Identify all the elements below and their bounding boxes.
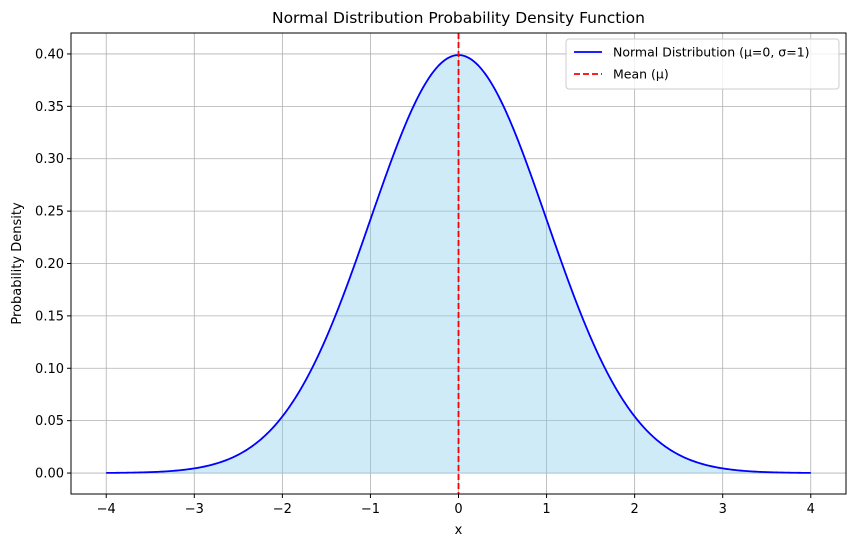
x-tick-label: −2: [273, 502, 292, 517]
area-fill: [106, 55, 811, 474]
legend-box: [565, 38, 840, 90]
y-tick-label: 0.30: [35, 152, 64, 167]
y-tick-label: 0.00: [35, 467, 64, 482]
x-tick-label: −3: [185, 502, 204, 517]
y-tick-label: 0.15: [35, 309, 64, 324]
y-tick-label: 0.40: [35, 47, 64, 62]
legend-label-mean: Mean (μ): [613, 67, 669, 82]
x-axis-label: x: [455, 523, 463, 538]
fill-layer: [106, 55, 811, 474]
x-tick-label: 3: [719, 502, 727, 517]
legend-label-series: Normal Distribution (μ=0, σ=1): [613, 45, 810, 60]
y-axis-ticks: 0.00 0.05 0.10 0.15 0.20 0.25 0.30 0.35 0.40: [35, 47, 71, 482]
y-tick-label: 0.35: [35, 100, 64, 115]
legend: Normal Distribution (μ=0, σ=1) Mean (μ): [565, 38, 840, 90]
x-tick-label: −4: [97, 502, 116, 517]
x-tick-label: −1: [361, 502, 380, 517]
x-axis-ticks: −4 −3 −2 −1 0 1 2 3 4: [97, 494, 815, 517]
y-tick-label: 0.25: [35, 205, 64, 220]
y-tick-label: 0.05: [35, 414, 64, 429]
y-tick-label: 0.10: [35, 362, 64, 377]
y-axis-label: Probability Density: [10, 202, 25, 325]
x-tick-label: 1: [542, 502, 550, 517]
x-tick-label: 0: [454, 502, 462, 517]
x-tick-label: 4: [807, 502, 815, 517]
x-tick-label: 2: [630, 502, 638, 517]
chart-title: Normal Distribution Probability Density …: [272, 9, 645, 27]
y-tick-label: 0.20: [35, 257, 64, 272]
